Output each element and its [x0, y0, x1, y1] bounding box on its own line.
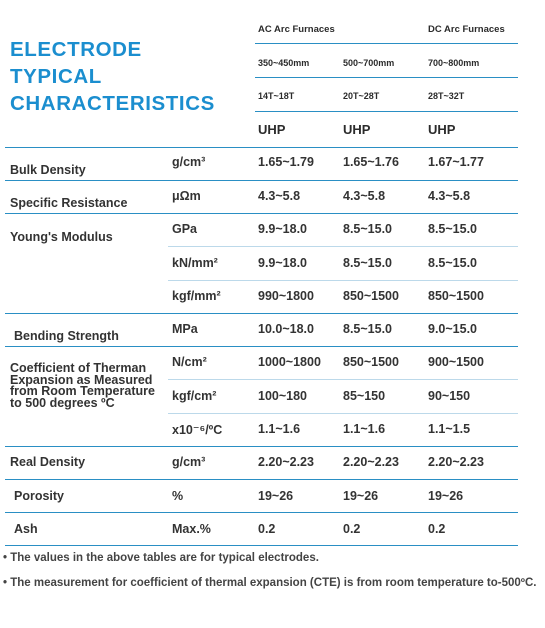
row-value: 85~150	[343, 389, 386, 403]
sub-row-divider	[168, 413, 518, 414]
row-value: 10.0~18.0	[258, 322, 314, 336]
row-unit: GPa	[172, 222, 198, 236]
row-unit: μΩm	[172, 189, 201, 203]
title-line-1: ELECTRODE	[10, 38, 142, 61]
row-value: 9.0~15.0	[428, 322, 478, 336]
sub-row-divider	[168, 246, 518, 247]
row-value: 2.20~2.23	[428, 455, 484, 469]
row-value: 900~1500	[428, 355, 484, 369]
row-label: Coefficient of Therman Expansion as Meas…	[10, 361, 155, 410]
sub-row-divider	[168, 280, 518, 281]
title-line-2: TYPICAL	[10, 65, 102, 88]
row-value: 1.1~1.6	[258, 422, 301, 436]
title-line-3: CHARACTERISTICS	[10, 92, 215, 115]
sub-row-divider	[168, 379, 518, 380]
row-value: 1.67~1.77	[428, 155, 484, 169]
row-value: 9.9~18.0	[258, 222, 308, 236]
header-rule	[255, 77, 518, 78]
row-unit: x10⁻⁶/ºC	[172, 423, 223, 437]
row-divider	[5, 213, 518, 214]
row-value: 850~1500	[343, 289, 399, 303]
footnote: • The values in the above tables are for…	[3, 552, 319, 564]
grade-col-3: UHP	[428, 122, 456, 137]
row-value: 19~26	[343, 489, 379, 503]
row-divider	[5, 545, 518, 546]
row-value: 8.5~15.0	[343, 322, 393, 336]
row-value: 990~1800	[258, 289, 314, 303]
row-value: 8.5~15.0	[428, 256, 478, 270]
row-value: 19~26	[258, 489, 294, 503]
row-label: Porosity	[14, 489, 65, 503]
row-label: Bending Strength	[14, 329, 119, 343]
row-unit: kgf/cm²	[172, 389, 217, 403]
row-unit: Max.%	[172, 522, 211, 536]
row-unit: kN/mm²	[172, 256, 218, 270]
row-value: 100~180	[258, 389, 308, 403]
row-value: 2.20~2.23	[343, 455, 399, 469]
row-value: 19~26	[428, 489, 464, 503]
weight-col-1: 14T~18T	[258, 91, 295, 101]
row-value: 2.20~2.23	[258, 455, 314, 469]
row-value: 850~1500	[428, 289, 484, 303]
row-divider	[5, 446, 518, 447]
weight-col-2: 20T~28T	[343, 91, 380, 101]
row-unit: kgf/mm²	[172, 289, 221, 303]
header-rule	[255, 111, 518, 112]
row-unit: %	[172, 489, 184, 503]
row-divider	[5, 512, 518, 513]
row-value: 1.1~1.6	[343, 422, 386, 436]
row-value: 1.65~1.76	[343, 155, 399, 169]
row-value: 1000~1800	[258, 355, 321, 369]
footnote: • The measurement for coefficient of the…	[3, 577, 537, 589]
row-label: Specific Resistance	[10, 196, 128, 210]
row-unit: g/cm³	[172, 455, 206, 469]
diameter-col-1: 350~450mm	[258, 58, 310, 68]
row-value: 850~1500	[343, 355, 399, 369]
row-value: 4.3~5.8	[258, 189, 301, 203]
header-rule	[255, 43, 518, 44]
row-label: Ash	[14, 522, 38, 536]
row-value: 8.5~15.0	[343, 256, 393, 270]
row-value: 4.3~5.8	[428, 189, 471, 203]
row-divider	[5, 346, 518, 347]
row-label: Young's Modulus	[10, 230, 113, 244]
dc-group-header: DC Arc Furnaces	[428, 24, 505, 35]
row-value: 8.5~15.0	[428, 222, 478, 236]
row-unit: N/cm²	[172, 355, 207, 369]
diameter-col-3: 700~800mm	[428, 58, 480, 68]
row-label: Bulk Density	[10, 163, 86, 177]
row-label: Real Density	[10, 455, 86, 469]
row-unit: g/cm³	[172, 155, 206, 169]
row-value: 8.5~15.0	[343, 222, 393, 236]
weight-col-3: 28T~32T	[428, 91, 465, 101]
row-unit: MPa	[172, 322, 198, 336]
row-value: 1.1~1.5	[428, 422, 471, 436]
row-value: 4.3~5.8	[343, 189, 386, 203]
grade-col-1: UHP	[258, 122, 286, 137]
row-divider	[5, 479, 518, 480]
row-value: 90~150	[428, 389, 471, 403]
row-value: 0.2	[343, 522, 361, 536]
row-divider	[5, 313, 518, 314]
page-title: ELECTRODE TYPICAL CHARACTERISTICS	[10, 36, 245, 117]
row-value: 1.65~1.79	[258, 155, 314, 169]
row-value: 0.2	[428, 522, 446, 536]
row-value: 9.9~18.0	[258, 256, 308, 270]
row-value: 0.2	[258, 522, 276, 536]
diameter-col-2: 500~700mm	[343, 58, 395, 68]
row-divider	[5, 147, 518, 148]
grade-col-2: UHP	[343, 122, 371, 137]
ac-group-header: AC Arc Furnaces	[258, 24, 335, 35]
row-divider	[5, 180, 518, 181]
